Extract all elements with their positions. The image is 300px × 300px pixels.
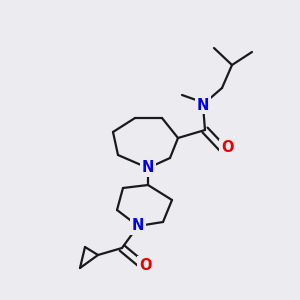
Text: O: O: [139, 257, 151, 272]
Text: N: N: [142, 160, 154, 175]
Text: N: N: [197, 98, 209, 112]
Text: O: O: [221, 140, 233, 155]
Text: N: N: [132, 218, 144, 233]
